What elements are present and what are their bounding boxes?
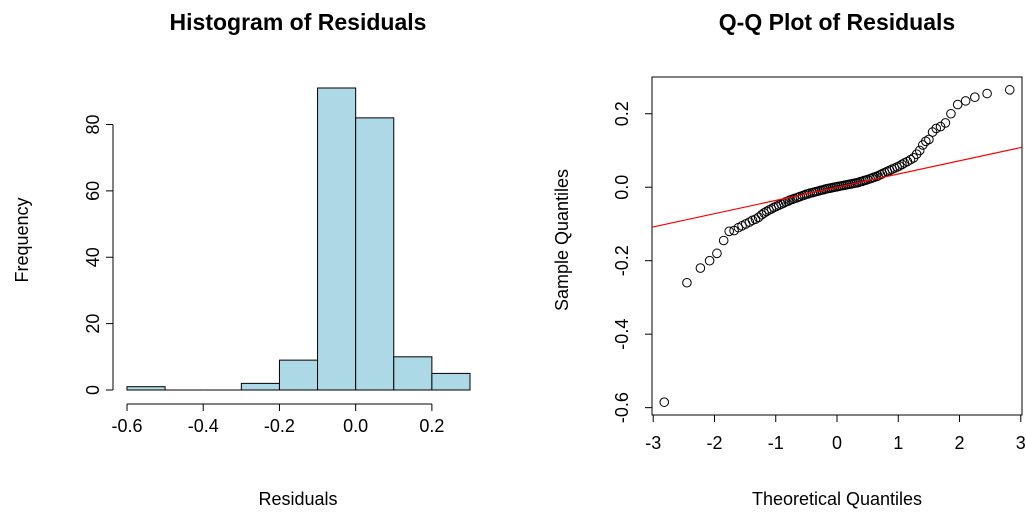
qq-plot-panel: Q-Q Plot of Residuals Theoretical Quanti… bbox=[552, 9, 1026, 509]
qq-point bbox=[897, 159, 907, 170]
qq-x-tick-label: 0 bbox=[832, 433, 842, 453]
qq-x-tick-label: -2 bbox=[706, 433, 722, 453]
histogram-x-axis: -0.6 -0.4 -0.2 0.0 0.2 bbox=[111, 403, 444, 436]
qq-y-tick-label: -0.4 bbox=[612, 319, 632, 350]
qq-point bbox=[695, 263, 706, 273]
qq-point bbox=[914, 145, 925, 156]
qq-point bbox=[724, 226, 734, 237]
qq-y-tick-label: 0.2 bbox=[612, 101, 632, 126]
qq-plot-title: Q-Q Plot of Residuals bbox=[719, 9, 955, 35]
histogram-bar-6 bbox=[355, 117, 395, 391]
histogram-title: Histogram of Residuals bbox=[170, 9, 427, 35]
histogram-y-axis-label: Frequency bbox=[12, 197, 32, 282]
histogram-y-axis: 0 20 40 60 80 bbox=[83, 114, 114, 395]
qq-point bbox=[756, 209, 767, 220]
qq-point bbox=[908, 153, 919, 163]
qq-point bbox=[970, 92, 980, 103]
qq-point bbox=[704, 255, 715, 266]
histogram-bar-0 bbox=[126, 386, 166, 391]
qq-point bbox=[744, 217, 755, 227]
histogram-bar-8 bbox=[431, 372, 471, 391]
qq-point bbox=[783, 196, 793, 206]
qq-reference-line bbox=[651, 146, 1023, 228]
qq-point bbox=[712, 248, 722, 259]
qq-plot-points bbox=[659, 85, 1015, 407]
qq-point bbox=[1004, 85, 1015, 95]
qq-point bbox=[682, 277, 692, 288]
histogram-y-tick-label: 60 bbox=[83, 181, 103, 201]
qq-point bbox=[931, 123, 942, 134]
histogram-panel: Histogram of Residuals Residuals Frequen… bbox=[12, 9, 471, 509]
histogram-bar-3 bbox=[240, 382, 280, 391]
histogram-y-tick-label: 80 bbox=[83, 114, 103, 134]
qq-y-tick-label: -0.2 bbox=[612, 245, 632, 276]
qq-y-tick-label: 0.0 bbox=[612, 175, 632, 200]
qq-point bbox=[905, 154, 916, 165]
histogram-bar-4 bbox=[278, 359, 319, 391]
qq-x-tick-label: 3 bbox=[1016, 433, 1026, 453]
qq-point bbox=[759, 208, 769, 218]
qq-point bbox=[935, 121, 946, 132]
qq-point bbox=[894, 161, 905, 171]
histogram-y-tick-label: 0 bbox=[83, 385, 103, 395]
histogram-x-tick-label: -0.2 bbox=[264, 416, 295, 436]
qq-point bbox=[921, 136, 931, 147]
qq-point bbox=[927, 127, 938, 137]
histogram-x-tick-label: -0.6 bbox=[111, 416, 142, 436]
qq-point bbox=[940, 118, 951, 128]
qq-point bbox=[952, 99, 963, 110]
qq-point bbox=[917, 140, 928, 150]
histogram-x-tick-label: 0.0 bbox=[343, 416, 368, 436]
histogram-x-tick-label: 0.2 bbox=[419, 416, 444, 436]
histogram-y-tick-label: 40 bbox=[83, 247, 103, 267]
histogram-bar-7 bbox=[393, 356, 433, 391]
qq-point bbox=[761, 206, 772, 217]
qq-reference-line-group bbox=[651, 146, 1023, 228]
qq-point bbox=[960, 96, 971, 106]
qq-point bbox=[718, 235, 729, 246]
histogram-x-axis-label: Residuals bbox=[258, 489, 337, 509]
qq-plot-x-axis-label: Theoretical Quantiles bbox=[752, 489, 922, 509]
qq-point bbox=[659, 397, 670, 407]
qq-plot-y-axis: -0.6 -0.4 -0.2 0.0 0.2 bbox=[612, 101, 652, 423]
qq-y-tick-label: -0.6 bbox=[612, 392, 632, 423]
qq-x-tick-label: 1 bbox=[893, 433, 903, 453]
qq-x-tick-label: 2 bbox=[955, 433, 965, 453]
qq-plot-y-axis-label: Sample Quantiles bbox=[552, 169, 572, 311]
qq-plot-frame bbox=[651, 76, 1023, 416]
qq-plot-x-axis: -3 -2 -1 0 1 2 3 bbox=[645, 415, 1026, 453]
histogram-y-tick-label: 20 bbox=[83, 314, 103, 334]
qq-point bbox=[982, 88, 992, 99]
histogram-bar-5 bbox=[317, 87, 357, 391]
qq-point bbox=[911, 149, 922, 159]
qq-point bbox=[946, 108, 956, 119]
qq-x-tick-label: -3 bbox=[645, 433, 661, 453]
histogram-bars bbox=[126, 87, 471, 391]
histogram-x-tick-label: -0.4 bbox=[188, 416, 219, 436]
qq-x-tick-label: -1 bbox=[768, 433, 784, 453]
